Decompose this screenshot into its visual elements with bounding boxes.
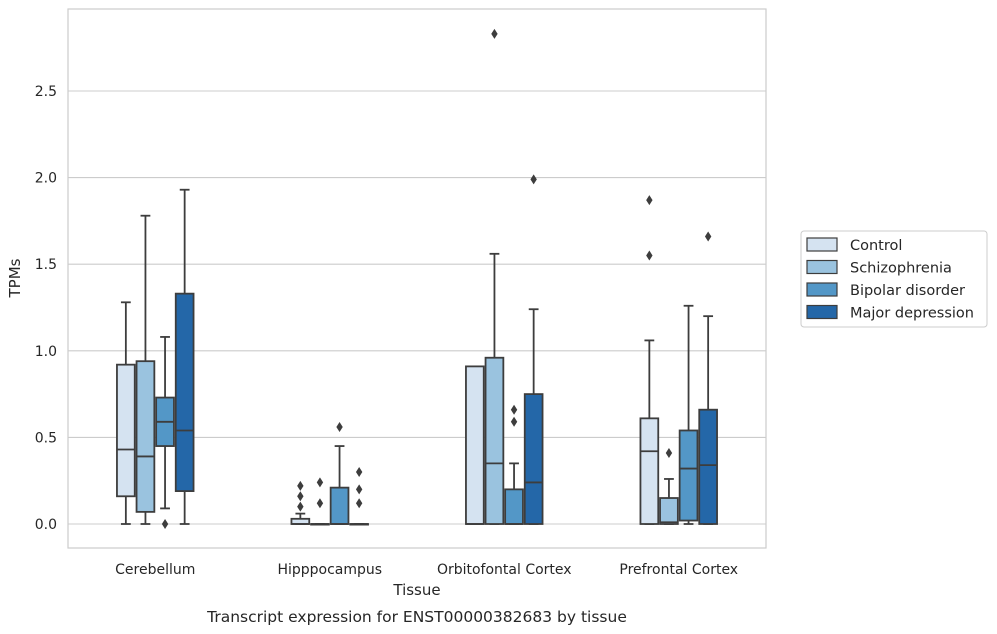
legend-label: Control — [850, 238, 902, 254]
outlier-point — [491, 28, 498, 39]
outlier-point — [355, 498, 363, 509]
box-major-depression — [349, 467, 369, 526]
box-major-depression — [174, 188, 195, 525]
legend-swatch — [806, 282, 838, 297]
outlier-point — [316, 477, 324, 488]
iqr-box — [116, 363, 136, 498]
outlier-point — [646, 195, 653, 206]
box-schizophrenia — [484, 28, 505, 525]
outlier-point — [297, 480, 304, 491]
box-control — [639, 195, 660, 525]
y-axis-label: TPMs — [6, 258, 24, 298]
iqr-box — [135, 360, 156, 513]
y-tick-label: 0.0 — [35, 517, 57, 533]
x-tick-label: Cerebellum — [115, 562, 195, 578]
legend-swatch — [806, 259, 838, 275]
x-tick-label: Prefrontal Cortex — [619, 562, 738, 578]
iqr-box — [484, 356, 505, 525]
box-schizophrenia — [310, 477, 330, 526]
legend: Control Schizophrenia Bipolar disorder Majo… — [800, 230, 988, 328]
box-major-depression — [523, 174, 544, 525]
outlier-point — [646, 250, 653, 261]
box-control — [290, 480, 311, 525]
box-control — [465, 365, 485, 525]
y-tick-label: 0.5 — [35, 430, 57, 446]
outlier-point — [336, 422, 343, 433]
iqr-box — [329, 486, 350, 525]
box-control — [116, 301, 136, 525]
y-tick-label: 2.0 — [35, 171, 57, 187]
chart-caption: Transcript expression for ENST0000038268… — [206, 608, 627, 626]
legend-label: Schizophrenia — [850, 261, 952, 277]
outlier-point — [510, 404, 518, 415]
box-bipolar-disorder — [155, 336, 175, 529]
outlier-point — [297, 501, 304, 512]
iqr-box — [698, 408, 718, 525]
outlier-point — [161, 519, 169, 529]
outlier-point — [355, 467, 363, 478]
outlier-point — [316, 498, 324, 509]
iqr-box — [504, 488, 524, 525]
box-bipolar-disorder — [504, 404, 524, 525]
y-tick-label: 2.5 — [35, 84, 57, 100]
legend-frame — [800, 230, 988, 328]
outlier-point — [297, 491, 304, 502]
iqr-box — [639, 417, 660, 525]
outlier-point — [665, 447, 673, 458]
iqr-box — [523, 393, 544, 525]
box-layer — [116, 28, 718, 529]
box-bipolar-disorder — [329, 422, 350, 525]
legend-label: Bipolar disorder — [850, 283, 965, 299]
iqr-box — [174, 292, 195, 492]
outlier-point — [704, 231, 712, 242]
y-tick-label: 1.5 — [35, 257, 57, 273]
box-major-depression — [698, 231, 718, 525]
gridlines — [68, 90, 766, 525]
legend-swatch — [806, 304, 838, 320]
x-tick-label: Hipppocampus — [277, 562, 382, 578]
x-tick-label: Orbitofontal Cortex — [437, 562, 572, 578]
legend-swatch — [806, 237, 838, 252]
outlier-point — [530, 174, 537, 185]
x-tick-labels: Cerebellum Hipppocampus Orbitofontal Corte… — [115, 562, 738, 578]
y-tick-labels: 0.0 0.5 1.0 1.5 2.0 2.5 — [35, 84, 57, 533]
box-schizophrenia — [135, 214, 156, 525]
box-schizophrenia — [659, 447, 679, 525]
iqr-box — [659, 497, 679, 525]
plot-area-frame — [67, 8, 767, 549]
outlier-point — [510, 416, 518, 427]
outlier-point — [355, 484, 363, 495]
iqr-box — [678, 429, 699, 522]
x-axis-label: Tissue — [392, 581, 440, 599]
y-tick-label: 1.0 — [35, 344, 57, 360]
legend-label: Major depression — [850, 306, 974, 322]
iqr-box — [465, 365, 485, 525]
box-bipolar-disorder — [678, 304, 699, 525]
